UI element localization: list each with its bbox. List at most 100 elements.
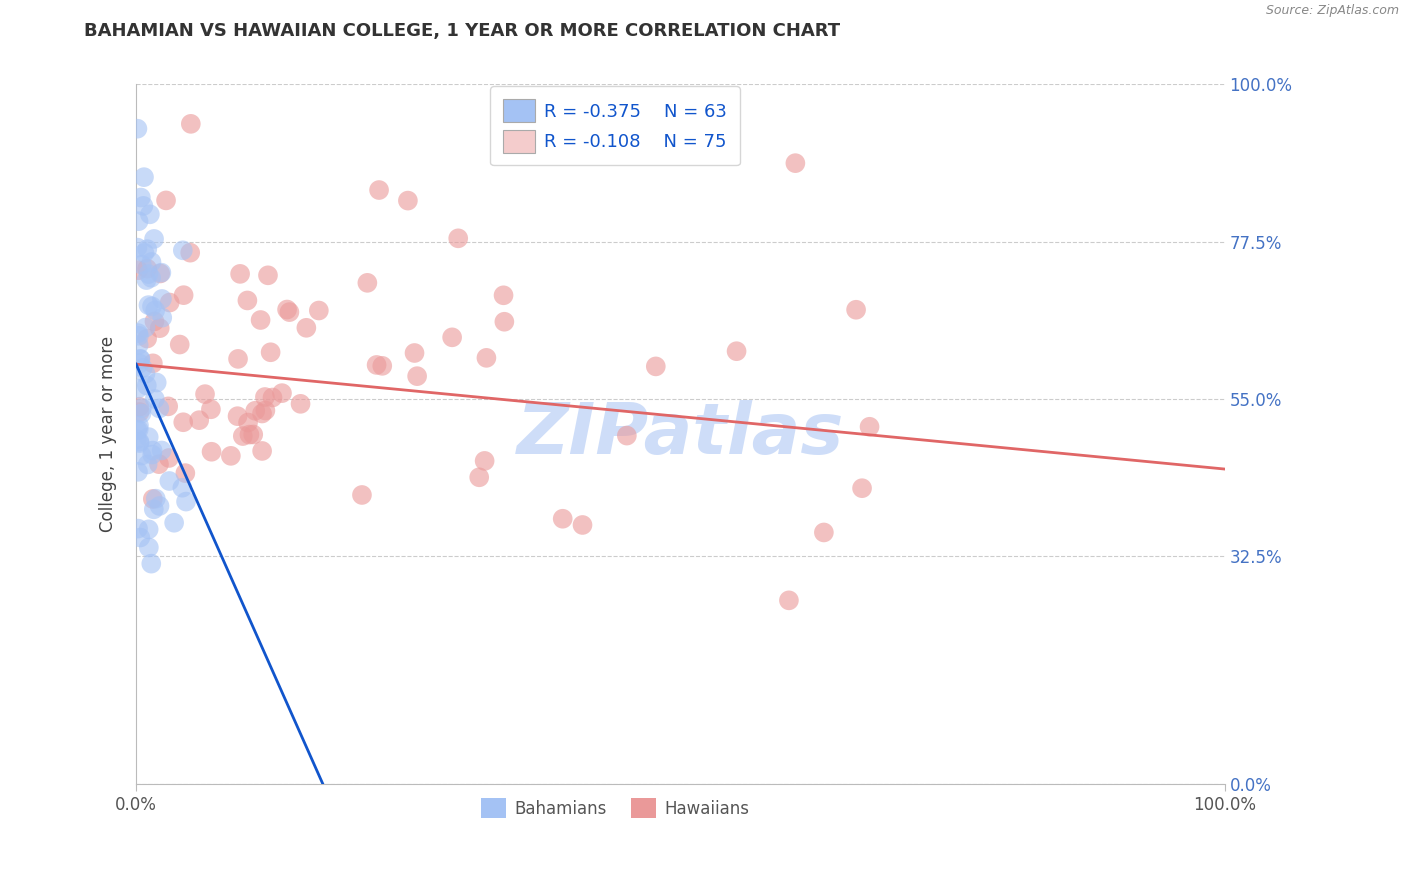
Point <box>492 288 515 302</box>
Point <box>128 214 150 228</box>
Point <box>200 402 222 417</box>
Point <box>125 432 148 446</box>
Point <box>135 273 157 287</box>
Point <box>238 427 260 442</box>
Text: ZIPatlas: ZIPatlas <box>517 400 844 468</box>
Point <box>845 302 868 317</box>
Point <box>174 494 197 508</box>
Point <box>371 359 394 373</box>
Point <box>157 400 180 414</box>
Point <box>143 303 166 318</box>
Point <box>157 450 180 465</box>
Point <box>851 481 873 495</box>
Point <box>127 522 149 536</box>
Point <box>226 409 249 424</box>
Point <box>858 419 880 434</box>
Point <box>127 121 149 136</box>
Point <box>475 351 498 365</box>
Point <box>276 302 298 317</box>
Point <box>356 276 378 290</box>
Point <box>131 407 153 421</box>
Point <box>236 416 259 430</box>
Point <box>148 457 170 471</box>
Point <box>571 518 593 533</box>
Point <box>290 397 312 411</box>
Point <box>127 263 149 277</box>
Point <box>778 593 800 607</box>
Point <box>368 183 391 197</box>
Point <box>135 378 157 392</box>
Point <box>249 313 271 327</box>
Point <box>138 430 160 444</box>
Point <box>447 231 470 245</box>
Y-axis label: College, 1 year or more: College, 1 year or more <box>100 336 117 533</box>
Point <box>127 326 149 340</box>
Point <box>142 356 165 370</box>
Point <box>142 502 165 516</box>
Point <box>173 288 195 302</box>
Point <box>136 242 159 256</box>
Point <box>141 448 163 462</box>
Point <box>136 331 159 345</box>
Point <box>551 512 574 526</box>
Point <box>250 444 273 458</box>
Point <box>180 117 202 131</box>
Point <box>159 295 181 310</box>
Point <box>468 470 491 484</box>
Point <box>138 541 160 555</box>
Point <box>169 337 191 351</box>
Point <box>149 321 172 335</box>
Point <box>128 423 150 437</box>
Point <box>257 268 280 283</box>
Point <box>194 387 217 401</box>
Point <box>134 245 156 260</box>
Point <box>150 443 173 458</box>
Point <box>308 303 330 318</box>
Text: BAHAMIAN VS HAWAIIAN COLLEGE, 1 YEAR OR MORE CORRELATION CHART: BAHAMIAN VS HAWAIIAN COLLEGE, 1 YEAR OR … <box>84 22 841 40</box>
Point <box>150 266 173 280</box>
Point <box>142 443 165 458</box>
Point <box>150 292 173 306</box>
Point <box>128 405 150 419</box>
Point <box>135 320 157 334</box>
Point <box>262 391 284 405</box>
Point <box>644 359 666 374</box>
Point <box>616 428 638 442</box>
Point <box>406 369 429 384</box>
Point <box>254 403 277 417</box>
Point <box>150 310 173 325</box>
Point <box>172 481 194 495</box>
Point <box>138 522 160 536</box>
Point <box>139 270 162 285</box>
Point <box>441 330 464 344</box>
Point <box>132 199 155 213</box>
Point <box>188 413 211 427</box>
Point <box>127 241 149 255</box>
Point <box>149 267 172 281</box>
Point <box>131 258 153 272</box>
Point <box>253 390 276 404</box>
Point <box>278 305 301 319</box>
Point <box>242 427 264 442</box>
Point <box>136 261 159 276</box>
Point <box>143 314 166 328</box>
Point <box>174 466 197 480</box>
Point <box>138 298 160 312</box>
Point <box>271 386 294 401</box>
Point <box>129 190 152 204</box>
Point <box>813 525 835 540</box>
Point <box>219 449 242 463</box>
Point <box>141 255 163 269</box>
Point <box>155 194 177 208</box>
Point <box>179 245 201 260</box>
Point <box>295 320 318 334</box>
Legend: Bahamians, Hawaiians: Bahamians, Hawaiians <box>474 792 756 824</box>
Point <box>494 315 516 329</box>
Point <box>148 499 170 513</box>
Point <box>259 345 281 359</box>
Point <box>129 531 152 545</box>
Point <box>145 376 167 390</box>
Point <box>128 434 150 449</box>
Point <box>127 423 149 437</box>
Text: Source: ZipAtlas.com: Source: ZipAtlas.com <box>1265 4 1399 18</box>
